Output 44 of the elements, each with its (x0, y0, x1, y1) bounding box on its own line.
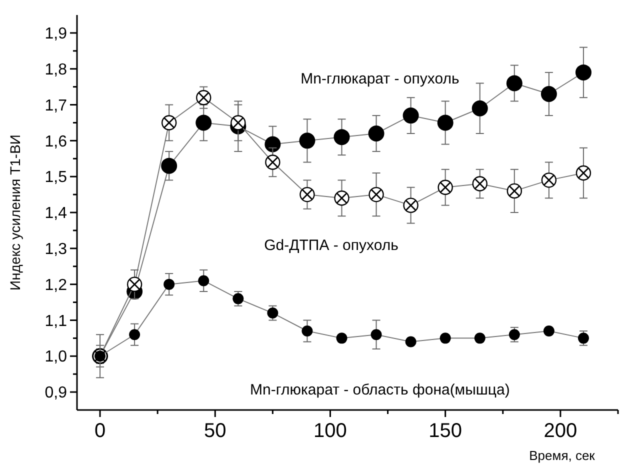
x-tick-label: 100 (314, 420, 347, 442)
series-label: Mn-глюкарат - опухоль (300, 70, 460, 88)
y-tick-label: 1,8 (44, 61, 68, 78)
x-tick-label: 150 (428, 420, 462, 442)
point (575, 64, 592, 80)
point (474, 332, 486, 344)
point (440, 332, 451, 344)
x-tick-label: 0 (94, 420, 106, 442)
x-axis-title: Время, сек (529, 448, 596, 463)
x-tick-label: 50 (204, 420, 226, 442)
point (472, 100, 488, 116)
y-tick-label: 0,9 (44, 384, 68, 402)
y-axis-title: Индекс усиления Т1-ВИ (7, 134, 23, 290)
y-tick-label: 1,0 (44, 348, 68, 366)
point (164, 278, 175, 290)
series-label: Gd-ДТПА - опухоль (264, 237, 399, 254)
point (508, 329, 520, 340)
point (540, 86, 557, 102)
y-tick-label: 1,3 (44, 241, 68, 258)
y-tick-label: 1,1 (44, 312, 68, 330)
point (405, 336, 416, 348)
y-tick-label: 1,9 (44, 26, 68, 43)
point (334, 129, 350, 146)
point (129, 329, 140, 340)
point (264, 136, 281, 152)
point (370, 329, 382, 340)
y-tick-label: 1,7 (44, 97, 68, 114)
point (368, 126, 384, 142)
y-tick-label: 1,6 (44, 133, 68, 150)
text: Mn-глюкарат - область фона(мышца) (250, 382, 510, 399)
point (336, 332, 348, 344)
point (402, 108, 419, 124)
point (196, 114, 212, 131)
point (302, 326, 313, 336)
point (299, 132, 316, 149)
point (161, 158, 178, 174)
point (198, 275, 210, 286)
y-tick-label: 1,4 (44, 205, 68, 222)
point (437, 114, 454, 131)
y-tick-label: 1,5 (44, 169, 68, 186)
x-tick-label: 200 (544, 420, 578, 442)
point (267, 308, 278, 319)
y-tick-label: 1,2 (44, 276, 68, 294)
point (506, 75, 522, 92)
